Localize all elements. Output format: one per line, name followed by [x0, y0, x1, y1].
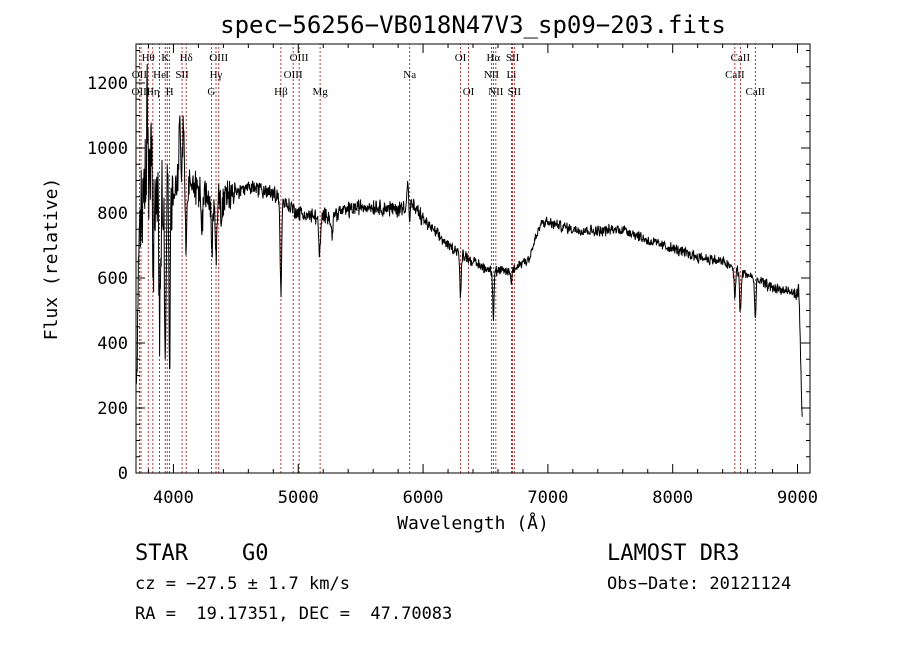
line-label: Hθ: [142, 52, 155, 64]
spectral-subclass: G0: [242, 541, 269, 566]
y-tick-label: 0: [118, 464, 128, 484]
chart-title: spec−56256−VB018N47V3_sp09−203.fits: [220, 11, 726, 39]
line-label: I: [165, 69, 169, 81]
line-label: Mg: [312, 86, 328, 98]
line-label: He: [153, 69, 166, 81]
spectrum-line: [135, 63, 803, 417]
y-tick-label: 400: [97, 334, 128, 354]
line-label: OIII: [290, 52, 309, 64]
y-tick-label: 1200: [87, 74, 128, 94]
x-tick-label: 9000: [777, 488, 818, 508]
line-label: SII: [506, 52, 520, 64]
line-label: CaII: [746, 86, 766, 98]
line-label: SII: [175, 69, 189, 81]
line-label: Hβ: [274, 86, 288, 98]
y-axis-label: Flux (relative): [41, 178, 62, 341]
line-label: Hα: [486, 52, 500, 64]
y-tick-label: 1000: [87, 139, 128, 159]
survey-name: LAMOST DR3: [607, 541, 739, 566]
line-label: Na: [403, 69, 416, 81]
line-label: K: [161, 52, 169, 64]
object-type: STAR: [135, 541, 189, 566]
spectral-line-markers: [138, 44, 756, 473]
line-label: OII: [132, 69, 148, 81]
line-label: G: [207, 86, 215, 98]
line-label: Hγ: [210, 69, 223, 81]
y-tick-label: 800: [97, 204, 128, 224]
x-tick-label: 4000: [153, 488, 194, 508]
x-tick-label: 7000: [527, 488, 568, 508]
line-label: H: [166, 86, 174, 98]
line-label: OIII: [209, 52, 228, 64]
y-tick-label: 200: [97, 399, 128, 419]
line-label: NII: [488, 86, 504, 98]
x-tick-label: 5000: [278, 488, 319, 508]
x-axis-ticks: 4000 5000 6000 7000 8000 9000: [147, 44, 818, 508]
spectrum-info: STAR G0 LAMOST DR3 cz = −27.5 ± 1.7 km/s…: [135, 541, 791, 624]
line-label: Hη: [146, 86, 160, 98]
line-label: Hδ: [180, 52, 193, 64]
line-label: SII: [508, 86, 522, 98]
line-label: Li: [507, 69, 517, 81]
y-tick-label: 600: [97, 269, 128, 289]
coordinates: RA = 19.17351, DEC = 47.70083: [135, 604, 452, 624]
line-label: OIII: [284, 69, 303, 81]
x-tick-label: 8000: [652, 488, 693, 508]
x-tick-label: 6000: [403, 488, 444, 508]
y-axis-ticks: 0 200 400 600 800 1000 1200: [87, 50, 810, 484]
line-label: OI: [463, 86, 475, 98]
line-label: OI: [455, 52, 467, 64]
spectral-line-labels: Hθ K Hδ OIII OIII OI Hα SII CaII OII He I SII Hγ OIII N…: [132, 52, 766, 98]
line-label: NII: [484, 69, 500, 81]
x-axis-label: Wavelength (Å): [397, 512, 549, 534]
redshift-velocity: cz = −27.5 ± 1.7 km/s: [135, 574, 350, 594]
line-label: CaII: [725, 69, 745, 81]
line-label: CaII: [731, 52, 751, 64]
observation-date: Obs−Date: 20121124: [607, 574, 791, 594]
